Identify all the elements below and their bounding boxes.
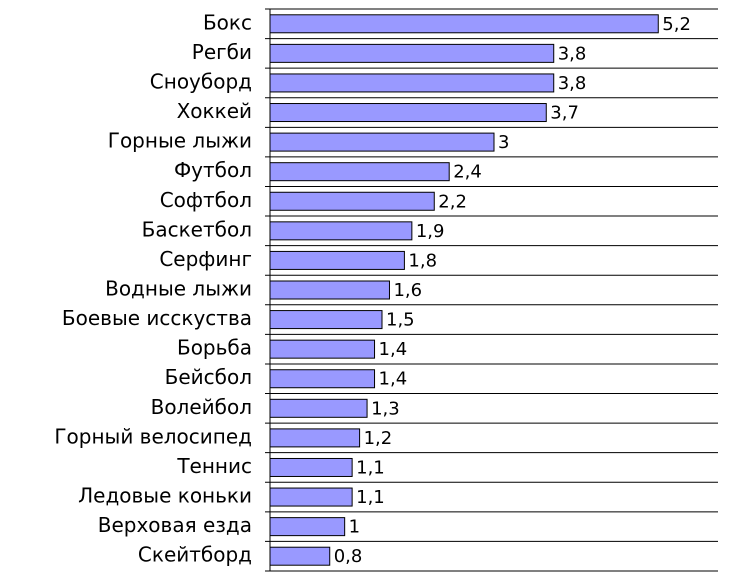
y-tick-label: Горный велосипед [54, 424, 252, 448]
value-label: 3 [498, 132, 509, 153]
y-tick-label: Регби [192, 40, 252, 64]
y-tick-label: Скейтборд [138, 543, 252, 567]
value-label: 5,2 [662, 14, 691, 35]
bar [269, 43, 555, 63]
value-label: 1,9 [416, 221, 445, 242]
bar [269, 103, 547, 123]
value-label: 3,7 [550, 103, 579, 124]
value-label: 1,8 [408, 250, 437, 271]
value-label: 1,1 [356, 457, 385, 478]
y-tick-label: Сноуборд [150, 69, 252, 93]
value-label: 1,5 [386, 310, 415, 331]
bar [269, 310, 383, 330]
bar [269, 162, 450, 182]
bar [269, 132, 495, 152]
bar [269, 14, 659, 34]
y-tick-label: Футбол [174, 158, 252, 182]
y-tick-label: Верховая езда [98, 513, 252, 537]
value-label: 3,8 [558, 73, 587, 94]
y-tick-label: Борьба [177, 336, 252, 360]
y-tick-label: Софтбол [160, 188, 252, 212]
value-label: 1,1 [356, 487, 385, 508]
bar [269, 487, 353, 507]
value-label: 1,6 [393, 280, 422, 301]
bar [269, 546, 331, 566]
bar [269, 517, 346, 537]
bar [269, 339, 376, 359]
y-tick-label: Теннис [176, 454, 252, 478]
value-label: 1,4 [379, 339, 408, 360]
bar [269, 457, 353, 477]
y-tick-label: Водные лыжи [105, 277, 252, 301]
value-label: 1,2 [364, 428, 393, 449]
y-tick-label: Бокс [203, 10, 252, 34]
value-label: 0,8 [334, 546, 363, 567]
y-tick-label: Баскетбол [142, 217, 252, 241]
y-tick-label: Серфинг [159, 247, 252, 271]
bar [269, 73, 555, 93]
value-label: 2,2 [438, 191, 467, 212]
value-label: 1,3 [371, 398, 400, 419]
y-tick-label: Горные лыжи [108, 129, 252, 153]
y-tick-label: Бейсбол [165, 365, 252, 389]
value-label: 1,4 [379, 369, 408, 390]
bar [269, 250, 405, 270]
bar [269, 191, 435, 211]
value-label: 1 [349, 517, 360, 538]
bar [269, 221, 413, 241]
bar [269, 398, 368, 418]
y-tick-label: Ледовые коньки [78, 484, 252, 508]
y-tick-label: Волейбол [151, 395, 252, 419]
value-label: 3,8 [558, 43, 587, 64]
value-label: 2,4 [453, 162, 482, 183]
bar [269, 428, 361, 448]
bar [269, 369, 376, 389]
y-tick-label: Боевые исскуства [62, 306, 252, 330]
bar [269, 280, 390, 300]
y-tick-label: Хоккей [177, 99, 252, 123]
